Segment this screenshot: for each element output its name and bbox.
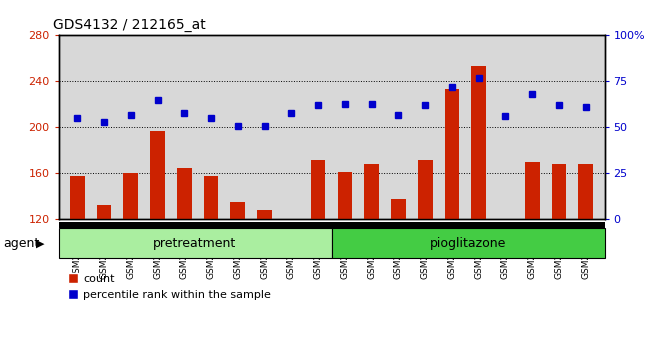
Bar bbox=[150, 131, 165, 219]
Bar bbox=[337, 172, 352, 219]
Text: GDS4132 / 212165_at: GDS4132 / 212165_at bbox=[53, 18, 206, 32]
Bar bbox=[391, 199, 406, 219]
Bar bbox=[311, 160, 326, 219]
Bar bbox=[445, 90, 460, 219]
Text: pioglitazone: pioglitazone bbox=[430, 237, 506, 250]
Text: agent: agent bbox=[3, 237, 40, 250]
Bar bbox=[578, 164, 593, 219]
Bar bbox=[525, 162, 540, 219]
Text: pretreatment: pretreatment bbox=[153, 237, 237, 250]
Bar bbox=[471, 67, 486, 219]
Bar bbox=[364, 164, 379, 219]
Bar bbox=[97, 205, 111, 219]
Bar bbox=[552, 164, 566, 219]
Bar bbox=[70, 176, 84, 219]
Bar bbox=[257, 210, 272, 219]
Legend: count, percentile rank within the sample: count, percentile rank within the sample bbox=[64, 270, 275, 304]
Bar bbox=[231, 202, 245, 219]
Bar bbox=[418, 160, 432, 219]
Bar bbox=[177, 168, 192, 219]
Bar bbox=[124, 173, 138, 219]
Bar bbox=[203, 176, 218, 219]
Text: ▶: ▶ bbox=[36, 238, 45, 249]
